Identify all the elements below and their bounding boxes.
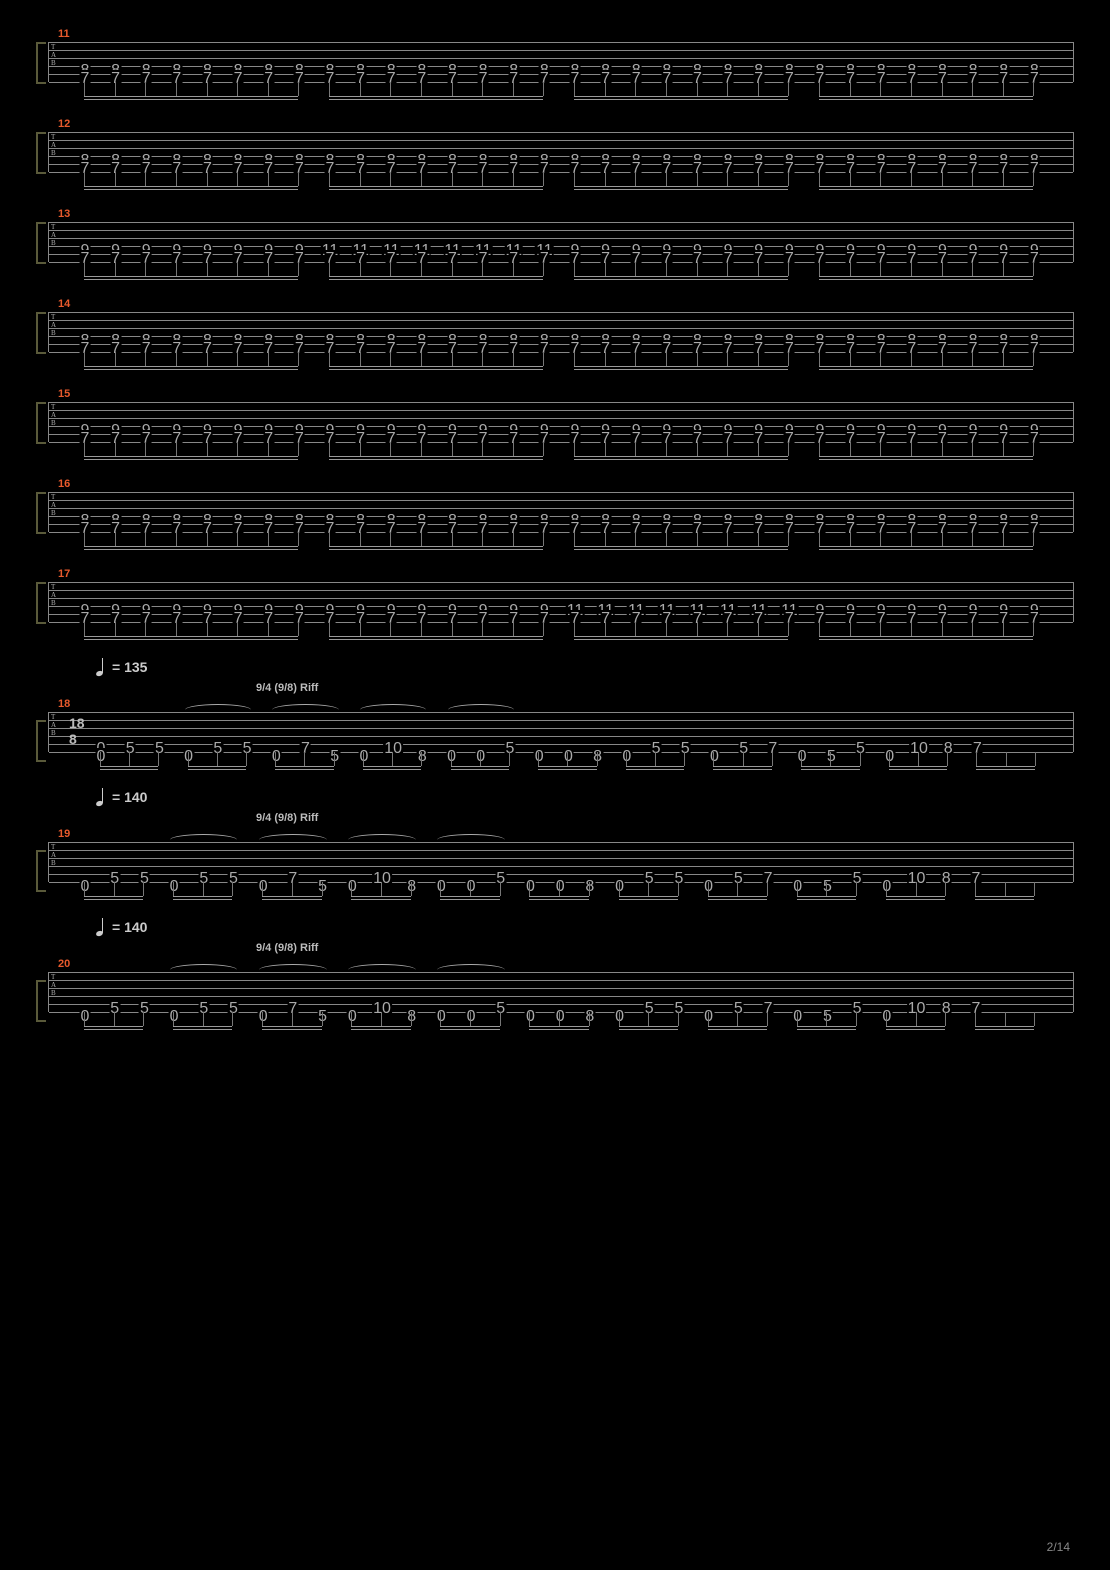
tab-clef: T A B	[51, 313, 56, 337]
tempo-value: = 140	[112, 789, 147, 805]
slur	[259, 834, 326, 840]
page-number: 2/14	[1047, 1540, 1070, 1554]
tab-system: 14 T A B878787878787878787878787878787878…	[36, 298, 1074, 352]
slur	[360, 704, 426, 710]
slur	[448, 704, 514, 710]
tempo-marking: = 140 9/4 (9/8) Riff	[96, 788, 1074, 824]
system-bracket	[36, 222, 46, 264]
system-bracket	[36, 720, 46, 762]
bar-number: 16	[58, 478, 1074, 490]
staff-wrap: T A B18 80055055075010800500805505705501…	[48, 712, 1074, 752]
tab-system: = 1359/4 (9/8) Riff18T A B18 80055055075…	[36, 658, 1074, 752]
tab-clef: T A B	[51, 973, 56, 997]
tab-page: 11 T A B878787878787878787878787878787878…	[0, 0, 1110, 1012]
staff-wrap: T A B87878787878787878787878787878787878…	[48, 312, 1074, 352]
tab-system: = 1409/4 (9/8) Riff19T A B05505507501080…	[36, 788, 1074, 882]
quarter-note-icon	[96, 918, 106, 936]
system-bracket	[36, 850, 46, 892]
stems-layer	[48, 352, 1074, 374]
staff-wrap: T A B97979797979797971171171171171171171…	[48, 222, 1074, 262]
tab-staff: T A B055055075010800500805505705501087	[48, 842, 1074, 882]
quarter-note-icon	[96, 788, 106, 806]
slur	[348, 834, 415, 840]
system-bracket	[36, 980, 46, 1022]
tab-clef: T A B	[51, 403, 56, 427]
slur	[185, 704, 251, 710]
slur	[170, 964, 237, 970]
tab-staff: T A B055055075010800500805505705501087	[48, 972, 1074, 1012]
staff-wrap: T A B055055075010800500805505705501087	[48, 972, 1074, 1012]
stems-layer	[48, 172, 1074, 194]
tab-staff: T A B97979797979797971171171171171171171…	[48, 222, 1074, 262]
stems-layer	[48, 262, 1074, 284]
stems-layer	[48, 82, 1074, 104]
stems-layer	[48, 532, 1074, 554]
section-label: 9/4 (9/8) Riff	[256, 682, 1074, 694]
tab-staff: T A B87878787878787878787878787878787878…	[48, 312, 1074, 352]
tab-staff: T A B97979797979797979797979797979797979…	[48, 402, 1074, 442]
tab-system: 12 T A B878787878787878787878787878787878…	[36, 118, 1074, 172]
staff-wrap: T A B87878787878787878787878787878787878…	[48, 492, 1074, 532]
tab-system: 13 T A B979797979797979711711711711711711…	[36, 208, 1074, 262]
tab-staff: T A B87878787878787878787878787878787878…	[48, 42, 1074, 82]
tab-clef: T A B	[51, 223, 56, 247]
tab-system: 16 T A B878787878787878787878787878787878…	[36, 478, 1074, 532]
tab-staff: T A B87878787878787878787878787878787878…	[48, 132, 1074, 172]
tab-clef: T A B	[51, 713, 56, 737]
tab-staff: T A B97979797979797979797979797979797117…	[48, 582, 1074, 622]
tab-staff: T A B87878787878787878787878787878787878…	[48, 492, 1074, 532]
tab-clef: T A B	[51, 583, 56, 607]
bar-number: 14	[58, 298, 1074, 310]
system-bracket	[36, 312, 46, 354]
staff-wrap: T A B055055075010800500805505705501087	[48, 842, 1074, 882]
system-bracket	[36, 42, 46, 84]
system-bracket	[36, 492, 46, 534]
tab-clef: T A B	[51, 493, 56, 517]
staff-wrap: T A B87878787878787878787878787878787878…	[48, 42, 1074, 82]
tab-clef: T A B	[51, 843, 56, 867]
quarter-note-icon	[96, 658, 106, 676]
slur	[272, 704, 338, 710]
tempo-value: = 135	[112, 659, 147, 675]
tempo-marking: = 140 9/4 (9/8) Riff	[96, 918, 1074, 954]
bar-number: 15	[58, 388, 1074, 400]
stems-layer	[48, 622, 1074, 644]
section-label: 9/4 (9/8) Riff	[256, 942, 1074, 954]
time-signature: 18 8	[69, 715, 85, 747]
staff-wrap: T A B97979797979797979797979797979797117…	[48, 582, 1074, 622]
staff-wrap: T A B97979797979797979797979797979797979…	[48, 402, 1074, 442]
bar-number: 13	[58, 208, 1074, 220]
tempo-value: = 140	[112, 919, 147, 935]
system-bracket	[36, 402, 46, 444]
tab-system: 15 T A B979797979797979797979797979797979…	[36, 388, 1074, 442]
bar-number: 17	[58, 568, 1074, 580]
section-label: 9/4 (9/8) Riff	[256, 812, 1074, 824]
tab-clef: T A B	[51, 133, 56, 157]
system-bracket	[36, 132, 46, 174]
slur	[170, 834, 237, 840]
tab-system: 11 T A B878787878787878787878787878787878…	[36, 28, 1074, 82]
slur	[259, 964, 326, 970]
tab-clef: T A B	[51, 43, 56, 67]
system-bracket	[36, 582, 46, 624]
slur	[437, 964, 504, 970]
stems-layer	[48, 882, 1074, 904]
stems-layer	[48, 1012, 1074, 1034]
staff-wrap: T A B87878787878787878787878787878787878…	[48, 132, 1074, 172]
tab-system: = 1409/4 (9/8) Riff20T A B05505507501080…	[36, 918, 1074, 1012]
stems-layer	[48, 752, 1074, 774]
slur	[348, 964, 415, 970]
tempo-marking: = 135 9/4 (9/8) Riff	[96, 658, 1074, 694]
tab-staff: T A B18 80055055075010800500805505705501…	[48, 712, 1074, 752]
bar-number: 11	[58, 28, 1074, 40]
slur	[437, 834, 504, 840]
stems-layer	[48, 442, 1074, 464]
tab-system: 17 T A B979797979797979797979797979797971…	[36, 568, 1074, 622]
bar-number: 12	[58, 118, 1074, 130]
